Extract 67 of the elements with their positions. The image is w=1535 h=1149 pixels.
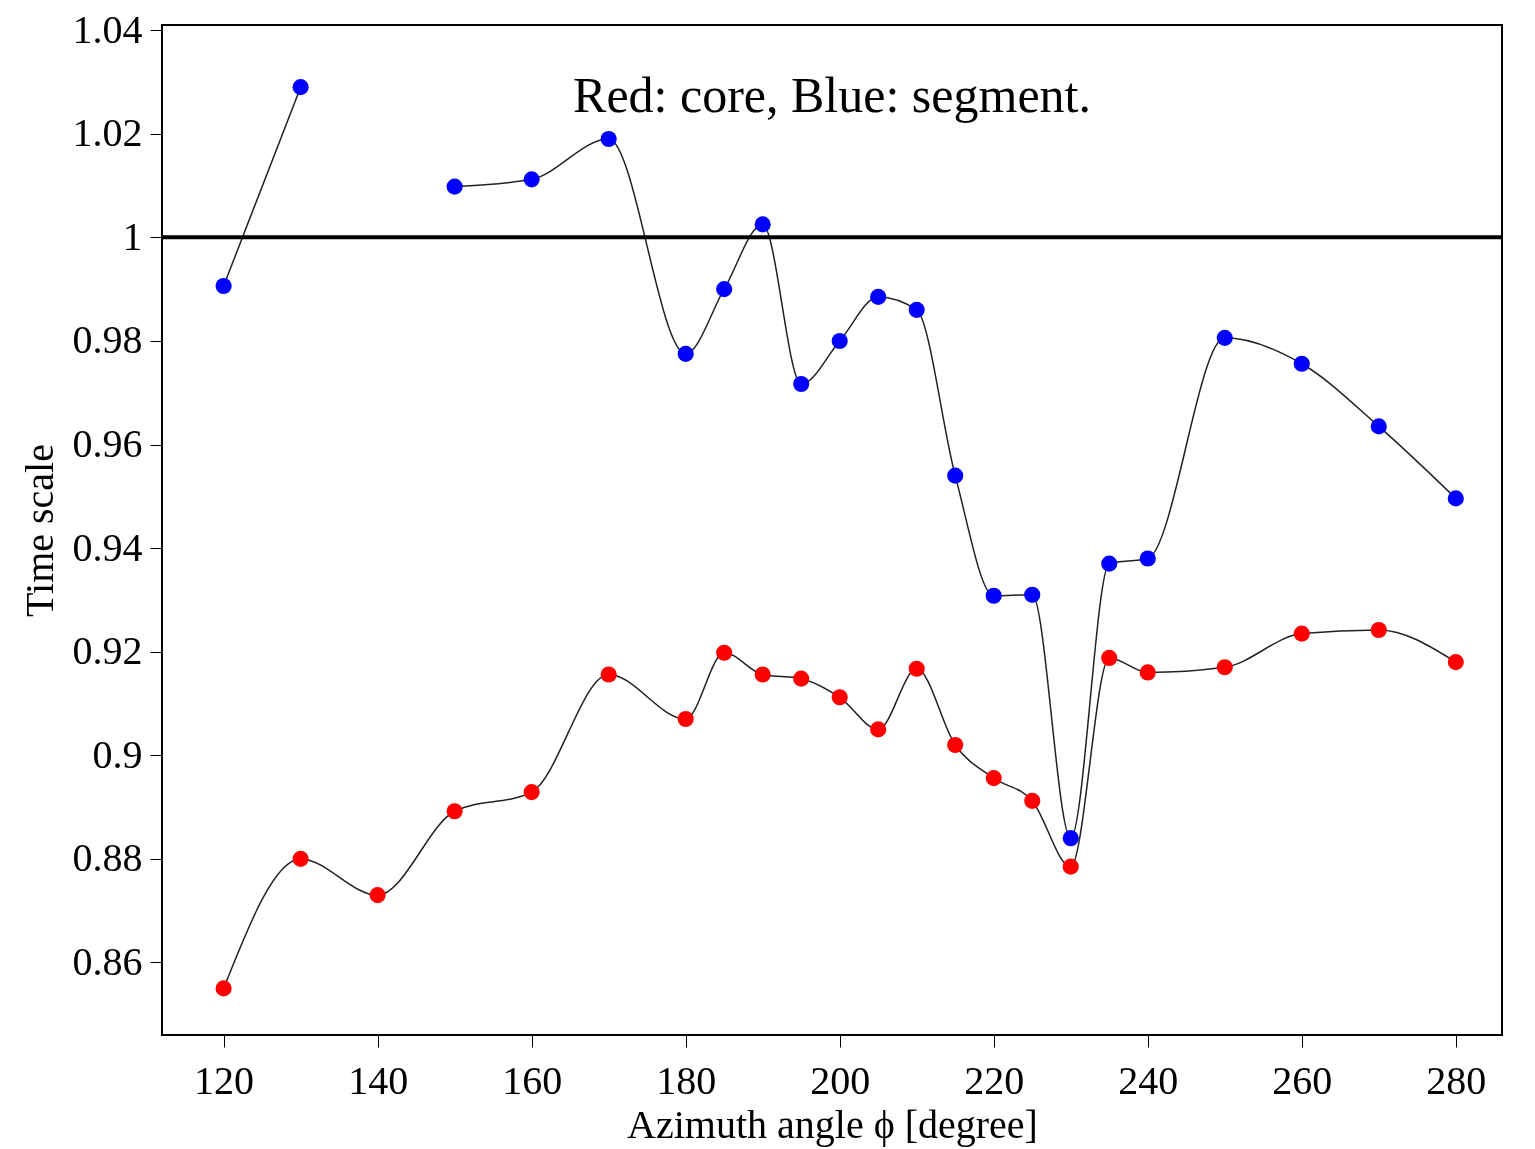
annotation: Red: core, Blue: segment.: [573, 67, 1091, 123]
x-tick-label: 180: [656, 1057, 717, 1103]
y-tick-label: 0.88: [72, 835, 143, 881]
point: [523, 171, 540, 188]
point: [754, 216, 771, 233]
x-tick-label: 140: [348, 1057, 409, 1103]
point: [215, 980, 232, 997]
point: [1447, 490, 1464, 507]
y-tick-label: 0.86: [72, 938, 143, 984]
point: [446, 178, 463, 195]
y-tick-label: 1.04: [72, 6, 143, 52]
point: [754, 666, 771, 683]
point: [716, 281, 733, 298]
point: [870, 288, 887, 305]
point: [1062, 858, 1079, 875]
point: [677, 345, 694, 362]
point: [1447, 654, 1464, 671]
point: [1293, 355, 1310, 372]
point: [600, 666, 617, 683]
x-tick-label: 280: [1426, 1057, 1487, 1103]
y-axis-title: Time scale: [16, 444, 62, 617]
point: [908, 301, 925, 318]
point: [1216, 329, 1233, 346]
y-tick-label: 0.9: [92, 731, 143, 777]
point: [523, 784, 540, 801]
point: [1024, 586, 1041, 603]
point: [677, 711, 694, 728]
y-tick-label: 0.94: [72, 524, 143, 570]
point: [215, 278, 232, 295]
point: [1024, 792, 1041, 809]
point: [1370, 418, 1387, 435]
point: [985, 770, 1002, 787]
point: [716, 644, 733, 661]
x-tick-label: 220: [964, 1057, 1025, 1103]
point: [1101, 649, 1118, 666]
x-tick-label: 160: [502, 1057, 563, 1103]
point: [369, 887, 386, 904]
point: [793, 375, 810, 392]
point: [1139, 664, 1156, 681]
y-tick-label: 1.02: [72, 110, 143, 156]
point: [985, 587, 1002, 604]
point: [292, 850, 309, 867]
x-tick-label: 240: [1118, 1057, 1179, 1103]
point: [446, 803, 463, 820]
x-tick-label: 200: [810, 1057, 871, 1103]
y-tick-label: 0.92: [72, 628, 143, 674]
point: [1062, 830, 1079, 847]
point: [947, 467, 964, 484]
point: [1293, 625, 1310, 642]
x-tick-label: 120: [194, 1057, 255, 1103]
point: [292, 79, 309, 96]
point: [908, 660, 925, 677]
point: [1216, 659, 1233, 676]
point: [1101, 555, 1118, 572]
point: [831, 332, 848, 349]
point: [947, 736, 964, 753]
x-axis-title: Azimuth angle ϕ [degree]: [627, 1101, 1038, 1147]
point: [793, 670, 810, 687]
x-tick-label: 260: [1272, 1057, 1333, 1103]
point: [870, 721, 887, 738]
y-tick-label: 0.96: [72, 421, 143, 467]
point: [1370, 621, 1387, 639]
point: [1139, 550, 1156, 567]
y-tick-label: 1: [122, 213, 143, 259]
point: [600, 130, 617, 147]
y-tick-label: 0.98: [72, 317, 143, 363]
point: [831, 689, 848, 706]
